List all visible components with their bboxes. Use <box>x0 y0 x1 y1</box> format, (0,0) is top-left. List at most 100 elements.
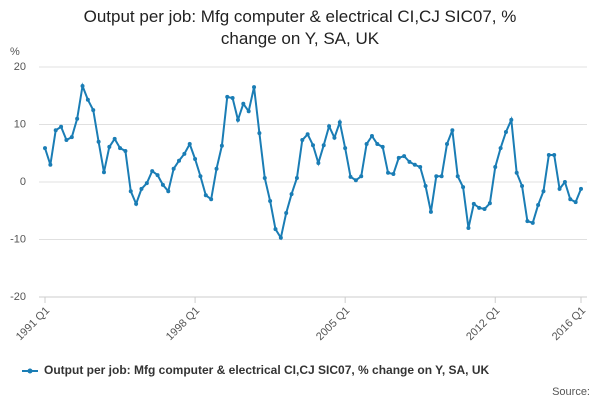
point <box>64 138 69 143</box>
point <box>557 186 562 191</box>
point <box>53 128 58 133</box>
point <box>343 146 348 151</box>
point <box>59 124 64 129</box>
point <box>134 201 139 206</box>
point <box>327 124 332 129</box>
point <box>80 83 85 88</box>
y-tick-label: 10 <box>14 118 26 130</box>
point <box>536 203 541 207</box>
point <box>150 169 155 174</box>
point <box>177 158 181 163</box>
point <box>101 170 106 175</box>
point <box>305 132 310 137</box>
y-tick-label: -10 <box>10 233 26 245</box>
point <box>112 136 117 141</box>
point <box>407 159 412 164</box>
point <box>552 152 557 157</box>
point <box>316 161 321 166</box>
point <box>160 182 165 187</box>
y-tick-label: -20 <box>10 291 26 303</box>
point <box>418 165 423 170</box>
point <box>300 138 305 143</box>
point <box>525 219 530 224</box>
point <box>96 139 101 144</box>
point <box>262 175 267 180</box>
point <box>144 181 149 186</box>
point <box>562 180 567 184</box>
point <box>461 185 466 190</box>
point <box>155 173 160 178</box>
point <box>230 96 235 101</box>
point <box>91 108 96 113</box>
point <box>139 186 144 191</box>
point <box>402 154 407 159</box>
point <box>546 152 551 157</box>
point <box>321 143 326 148</box>
point <box>386 170 391 175</box>
point <box>284 211 289 216</box>
point <box>209 197 214 202</box>
point <box>482 207 487 212</box>
point <box>171 166 176 171</box>
chart-title: Output per job: Mfg computer & electrica… <box>83 7 517 48</box>
point <box>503 129 508 134</box>
point <box>235 117 240 122</box>
point <box>182 151 187 156</box>
point <box>434 174 439 179</box>
point <box>445 142 449 147</box>
point <box>187 142 192 147</box>
point <box>257 131 262 136</box>
point <box>273 227 278 232</box>
legend-label: Output per job: Mfg computer & electrica… <box>44 363 490 377</box>
point <box>493 165 498 170</box>
point <box>348 174 353 179</box>
point <box>466 226 471 230</box>
point <box>75 116 80 121</box>
point <box>43 146 47 151</box>
point <box>118 146 123 151</box>
point <box>514 170 519 175</box>
source: Source: <box>552 386 590 398</box>
point <box>369 134 374 138</box>
point <box>193 157 198 161</box>
point <box>268 198 273 203</box>
point <box>375 142 380 147</box>
point <box>439 174 444 179</box>
point <box>69 135 74 140</box>
point <box>198 174 203 179</box>
point <box>568 197 573 202</box>
x-tick-label: 2016 Q1 <box>550 305 588 343</box>
point <box>520 184 525 189</box>
point <box>450 128 455 133</box>
y-tick-label: 20 <box>14 61 26 73</box>
point <box>128 189 133 194</box>
x-tick-label: 2012 Q1 <box>464 305 502 343</box>
point <box>107 144 112 149</box>
point <box>487 201 492 206</box>
point <box>289 192 294 197</box>
point <box>203 193 208 198</box>
x-tick-label: 1998 Q1 <box>164 305 202 343</box>
point <box>579 186 583 191</box>
point <box>498 146 503 151</box>
point <box>359 174 364 179</box>
legend-marker <box>27 368 33 374</box>
point <box>391 171 396 176</box>
point <box>380 144 385 149</box>
point <box>278 235 283 240</box>
point <box>294 175 299 180</box>
point <box>455 174 460 179</box>
point <box>332 135 337 140</box>
point <box>166 189 171 194</box>
point <box>541 189 546 194</box>
point <box>337 120 342 125</box>
point <box>396 155 401 160</box>
y-axis-label: % <box>10 46 20 58</box>
point <box>311 143 315 148</box>
x-tick-label: 1991 Q1 <box>14 305 52 343</box>
y-tick-label: 0 <box>20 176 26 188</box>
point <box>423 184 428 189</box>
point <box>225 94 230 99</box>
